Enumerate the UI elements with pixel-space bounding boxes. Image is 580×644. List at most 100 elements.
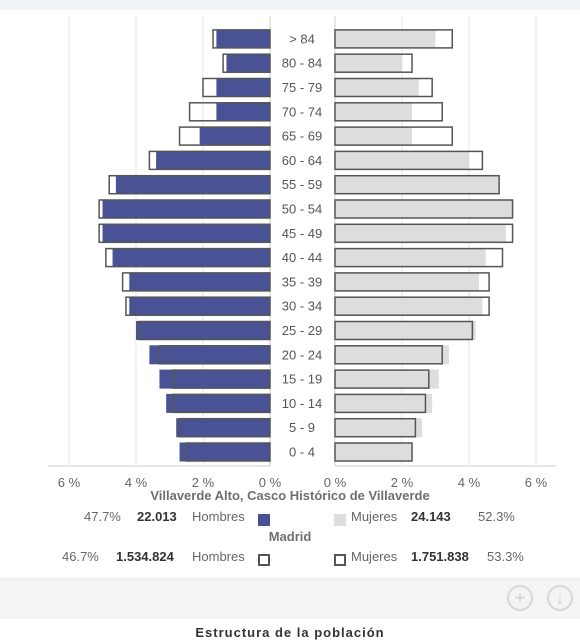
bar-mujeres-local (335, 296, 483, 316)
chart-toolbar (0, 578, 580, 619)
legend-madrid-mujeres-label: Mujeres (351, 549, 398, 564)
bar-mujeres-local (335, 126, 413, 146)
bar-mujeres-madrid (334, 77, 433, 98)
bar-hombres-local (176, 418, 270, 438)
x-tick-label: 6 % (58, 475, 81, 490)
bar-hombres-local (216, 78, 270, 97)
bar-mujeres-local (335, 175, 500, 195)
bar-hombres-madrid (212, 29, 271, 49)
bar-hombres-madrid (98, 199, 271, 219)
bar-hombres-local (129, 272, 270, 292)
legend-swatch-hombres-outline[interactable] (258, 554, 270, 566)
bar-mujeres-local (335, 393, 433, 413)
plus-circle-icon[interactable]: + (507, 585, 533, 611)
population-pyramid-chart: 6 % 4 % 2 % 0 % 0 % 2 % 4 % 6 % 0 - 4 5 - 9 10 - 1… (48, 16, 556, 490)
bar-mujeres-local (335, 78, 419, 97)
bar-hombres-madrid (125, 296, 271, 316)
bar-hombres-madrid (202, 77, 271, 98)
bar-hombres-local (226, 53, 270, 73)
bar-mujeres-madrid (334, 102, 443, 122)
age-group-label: 5 - 9 (289, 420, 315, 435)
bar-mujeres-madrid (334, 320, 474, 341)
bar-mujeres-madrid (334, 174, 500, 195)
age-group-label: 35 - 39 (282, 274, 322, 289)
age-group-label: 50 - 54 (282, 202, 322, 217)
age-group-label: 10 - 14 (282, 396, 322, 411)
bar-mujeres-madrid (334, 53, 413, 73)
age-group-label: 30 - 34 (282, 299, 322, 314)
age-group-label: 75 - 79 (282, 80, 322, 95)
legend-swatch-hombres-filled[interactable] (258, 514, 270, 526)
legend-row-madrid: 46.7% 1.534.824 Hombres Mujeres 1.751.83… (0, 547, 580, 567)
bar-hombres-local (149, 345, 270, 365)
bar-hombres-madrid (188, 102, 271, 122)
age-group-label: 55 - 59 (282, 177, 322, 192)
bar-mujeres-madrid (334, 345, 443, 365)
bar-mujeres-local (335, 29, 436, 49)
bar-mujeres-local (335, 199, 513, 219)
x-tick-label: 6 % (525, 475, 548, 490)
x-tick-label: 4 % (458, 475, 481, 490)
bar-hombres-madrid (138, 320, 271, 341)
bar-hombres-madrid (222, 53, 271, 73)
legend-madrid-hombres-pct: 46.7% (62, 549, 99, 564)
bar-mujeres-madrid (334, 126, 453, 146)
bar-mujeres-madrid (334, 247, 504, 268)
age-group-label: 65 - 69 (282, 129, 322, 144)
age-group-label: 15 - 19 (282, 372, 322, 387)
age-group-label: 25 - 29 (282, 323, 322, 338)
bar-mujeres-madrid (334, 223, 514, 244)
bar-mujeres-local (335, 345, 449, 365)
bar-hombres-madrid (105, 247, 271, 268)
bar-mujeres-local (335, 248, 486, 268)
bar-mujeres-madrid (334, 272, 490, 292)
age-group-label: 40 - 44 (282, 250, 322, 265)
age-group-label: > 84 (289, 31, 315, 46)
bar-mujeres-madrid (334, 199, 514, 219)
bar-mujeres-madrid (334, 29, 453, 49)
legend-madrid-mujeres-count: 1.751.838 (411, 549, 469, 564)
bar-mujeres-local (335, 150, 469, 170)
page-title: Estructura de la población (195, 625, 385, 640)
age-group-label: 70 - 74 (282, 104, 322, 119)
legend-swatch-mujeres-outline[interactable] (334, 554, 346, 566)
legend-mujeres-pct: 52.3% (478, 509, 515, 524)
bar-hombres-local (102, 223, 270, 243)
legend-row-local: 47.7% 22.013 Hombres Mujeres 24.143 52.3… (0, 507, 580, 527)
bar-hombres-local (199, 126, 270, 146)
bar-hombres-local (159, 369, 270, 389)
bar-hombres-local (112, 248, 270, 268)
x-tick-label: 2 % (391, 475, 414, 490)
bar-hombres-madrid (172, 369, 271, 389)
bar-mujeres-local (335, 321, 476, 340)
legend-madrid-hombres-count: 1.534.824 (116, 549, 174, 564)
x-tick-label: 2 % (192, 475, 215, 490)
legend-title-local: Villaverde Alto, Casco Histórico de Vill… (150, 488, 430, 503)
bar-hombres-local (102, 199, 270, 219)
bar-mujeres-madrid (334, 150, 484, 171)
age-group-label: 60 - 64 (282, 153, 322, 168)
bar-hombres-local (136, 321, 270, 340)
bar-hombres-local (166, 393, 270, 413)
bar-hombres-madrid (148, 150, 271, 171)
bar-mujeres-local (335, 418, 423, 438)
top-border (0, 0, 580, 10)
bar-mujeres-local (335, 53, 402, 73)
bar-mujeres-local (335, 102, 413, 122)
bar-hombres-madrid (185, 442, 271, 462)
legend-swatch-mujeres-filled[interactable] (334, 514, 346, 526)
bar-mujeres-local (335, 369, 439, 389)
download-circle-icon[interactable]: ↓ (547, 585, 573, 611)
bar-mujeres-madrid (334, 417, 417, 438)
legend-hombres-count: 22.013 (137, 509, 177, 524)
bar-hombres-local (179, 442, 270, 462)
bar-mujeres-local (335, 442, 413, 462)
bar-mujeres-madrid (334, 369, 430, 389)
bar-hombres-madrid (108, 174, 271, 195)
bar-hombres-local (216, 29, 270, 49)
bar-hombres-madrid (178, 417, 271, 438)
bar-mujeres-local (335, 272, 480, 292)
bar-hombres-madrid (172, 393, 271, 414)
legend-madrid-mujeres-pct: 53.3% (487, 549, 524, 564)
